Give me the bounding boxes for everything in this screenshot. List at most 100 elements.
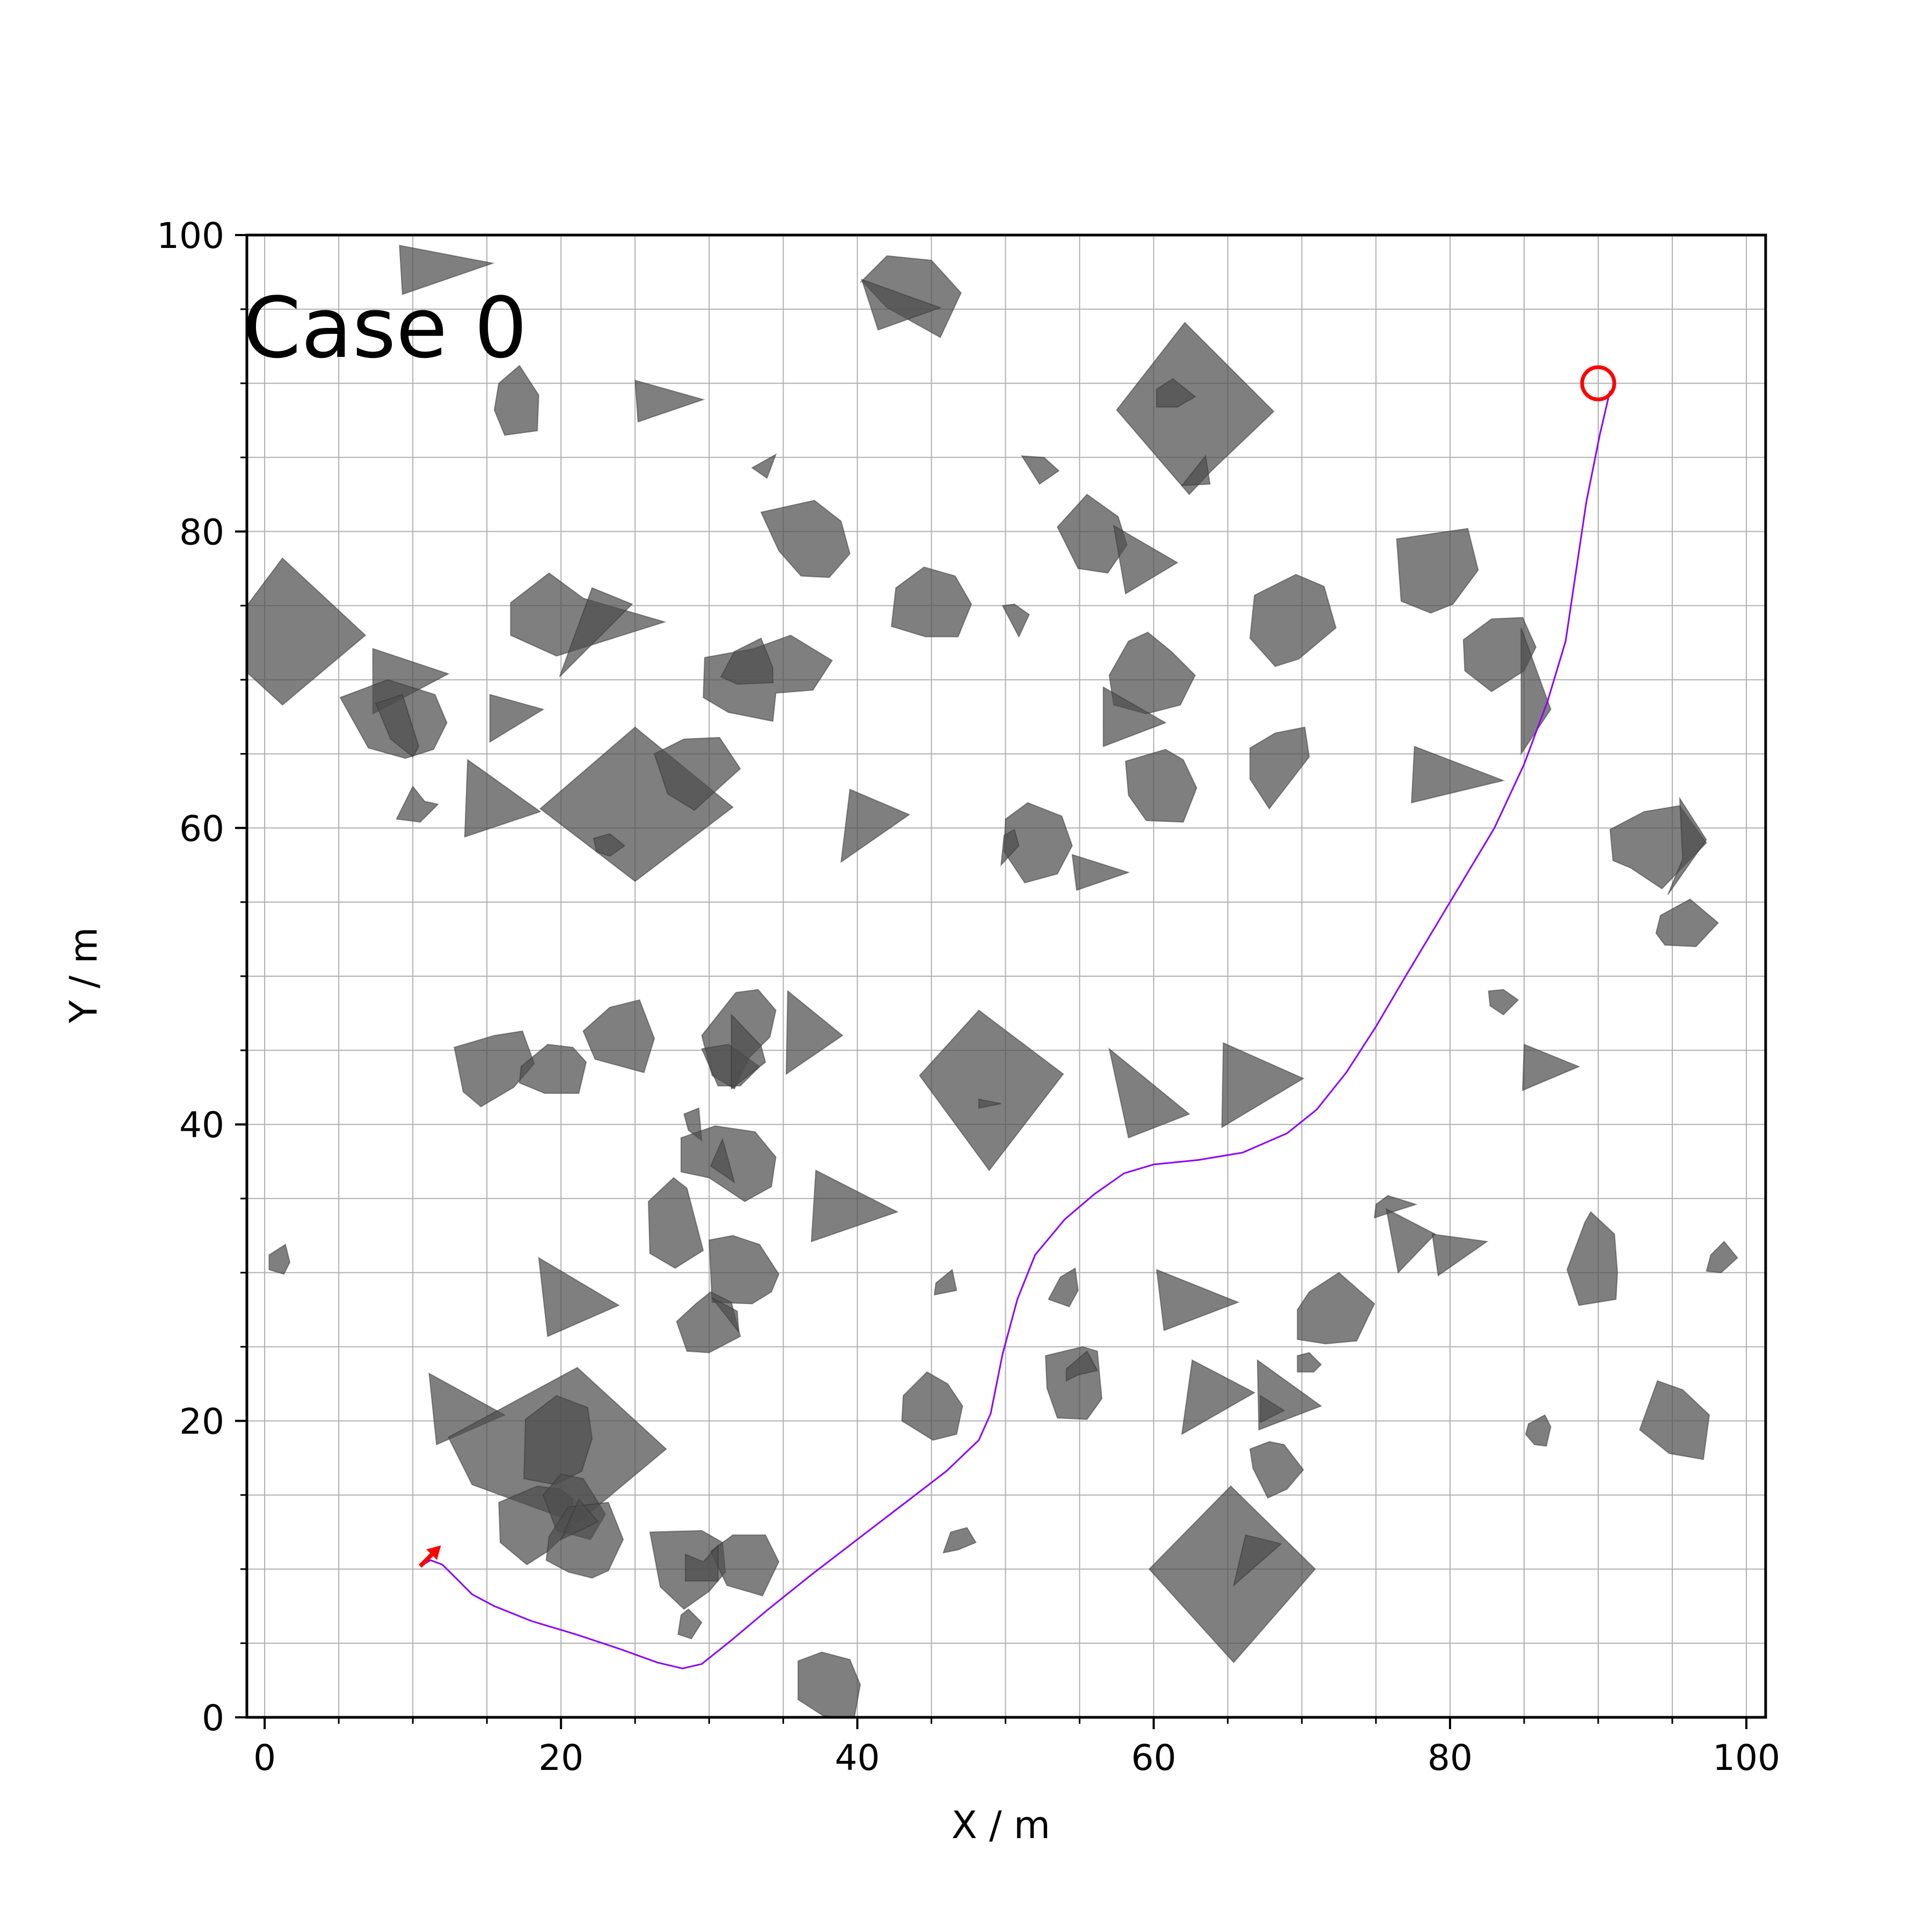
obstacle <box>677 1608 702 1640</box>
obstacle <box>375 693 420 758</box>
obstacle <box>919 1009 1064 1172</box>
y-tick-label: 40 <box>179 1104 224 1146</box>
obstacle <box>1108 1047 1190 1139</box>
obstacle <box>1411 745 1505 804</box>
obstacle <box>861 279 942 331</box>
obstacle <box>1297 1352 1322 1373</box>
obstacle <box>1385 1208 1436 1274</box>
obstacle <box>720 637 774 685</box>
obstacle <box>654 737 741 811</box>
obstacle <box>1156 1269 1240 1331</box>
obstacle <box>1113 524 1179 595</box>
x-tick-label: 80 <box>1428 1737 1473 1779</box>
x-tick-label: 100 <box>1713 1737 1780 1779</box>
obstacle <box>1525 1414 1552 1447</box>
obstacle <box>978 1098 1001 1109</box>
obstacle <box>1260 1394 1285 1424</box>
obstacle <box>709 1534 780 1597</box>
obstacle <box>1065 1350 1099 1382</box>
x-tick-label: 0 <box>253 1737 276 1779</box>
start-arrow-shaft <box>419 1553 434 1568</box>
obstacle <box>1431 1233 1489 1277</box>
obstacle <box>1655 898 1719 947</box>
axes: 0 20 40 60 80 100 0 20 40 60 80 100 <box>157 215 1780 1779</box>
obstacle <box>1233 1534 1283 1587</box>
obstacles <box>246 245 1738 1718</box>
obstacle <box>685 1544 719 1582</box>
grid <box>247 235 1766 1718</box>
obstacle <box>582 999 655 1073</box>
y-tick-label: 60 <box>179 808 224 850</box>
x-tick-label: 20 <box>538 1737 583 1779</box>
obstacle <box>712 1297 740 1334</box>
obstacle <box>1297 1272 1375 1345</box>
obstacle <box>399 245 495 295</box>
obstacle <box>648 1177 704 1269</box>
obstacle <box>709 1137 736 1184</box>
obstacle <box>1181 455 1211 486</box>
obstacle <box>1522 1043 1580 1092</box>
goal-marker <box>1580 365 1616 401</box>
obstacle <box>634 379 705 423</box>
obstacle <box>1706 1240 1738 1274</box>
obstacle <box>942 1527 977 1554</box>
obstacle <box>901 1371 963 1441</box>
obstacle <box>730 1013 766 1090</box>
y-tick-label: 80 <box>179 511 224 553</box>
y-tick-label: 0 <box>202 1697 224 1739</box>
obstacle <box>840 788 911 863</box>
obstacle <box>1125 749 1197 823</box>
x-tick-label: 40 <box>835 1737 880 1779</box>
path-layer <box>420 390 1611 1670</box>
obstacle <box>538 1256 620 1337</box>
y-tick-label: 100 <box>157 215 224 257</box>
x-axis-label: X / m <box>952 1803 1050 1847</box>
obstacle <box>518 1044 587 1094</box>
obstacle <box>1667 796 1707 895</box>
obstacle <box>1000 829 1020 867</box>
obstacle <box>1249 1441 1304 1499</box>
obstacle <box>810 1169 899 1242</box>
y-axis-label: Y / m <box>62 927 106 1023</box>
obstacle <box>489 693 545 743</box>
obstacle <box>494 364 539 436</box>
x-tick-label: 60 <box>1131 1737 1176 1779</box>
obstacle <box>1639 1380 1710 1460</box>
obstacle <box>933 1269 957 1296</box>
markers <box>419 365 1616 1568</box>
obstacle <box>539 726 734 882</box>
y-tick-label: 20 <box>179 1401 224 1443</box>
obstacle <box>1116 321 1275 495</box>
obstacle <box>1249 726 1310 810</box>
path-line <box>420 390 1611 1670</box>
obstacle <box>1102 686 1167 748</box>
obstacle <box>396 785 440 823</box>
obstacle <box>592 833 626 857</box>
obstacle <box>1001 603 1030 638</box>
obstacle <box>1249 574 1337 667</box>
obstacle <box>560 1498 599 1541</box>
case-label: Case 0 <box>243 279 528 377</box>
obstacle <box>523 1395 593 1485</box>
obstacle <box>1148 1485 1316 1664</box>
obstacle <box>1566 1211 1618 1306</box>
obstacle <box>890 566 972 638</box>
start-arrow-head <box>426 1545 441 1560</box>
obstacle <box>1045 1346 1103 1420</box>
obstacle <box>268 1243 291 1275</box>
obstacle <box>1156 378 1196 408</box>
obstacle <box>1373 1195 1418 1219</box>
obstacle <box>464 758 541 838</box>
obstacle <box>751 453 777 479</box>
obstacle <box>559 587 633 677</box>
obstacle <box>1181 1359 1256 1436</box>
obstacle <box>1048 1267 1079 1308</box>
obstacle <box>760 500 851 579</box>
obstacle <box>1396 528 1479 614</box>
obstacle <box>1221 1042 1305 1129</box>
obstacle <box>1021 455 1060 485</box>
obstacle <box>785 990 844 1075</box>
obstacle <box>1071 854 1130 891</box>
